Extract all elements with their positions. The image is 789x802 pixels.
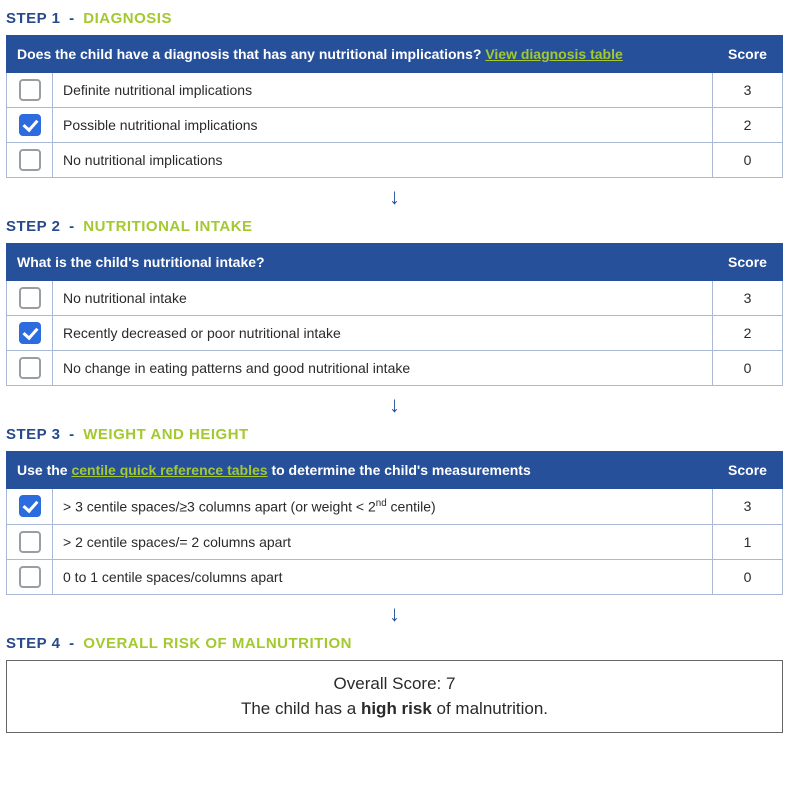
risk-level: high risk [361,699,432,718]
overall-score-value: 7 [446,674,455,693]
score-header: Score [713,244,783,281]
question-header: Use the centile quick reference tables t… [7,452,713,489]
score-value: 3 [713,281,783,316]
checkbox-cell [7,143,53,178]
score-header: Score [713,452,783,489]
score-value: 0 [713,143,783,178]
step-title: DIAGNOSIS [83,10,172,27]
table-row: 0 to 1 centile spaces/columns apart0 [7,559,783,594]
score-value: 1 [713,524,783,559]
checkbox-cell [7,524,53,559]
score-value: 0 [713,351,783,386]
step-title: WEIGHT AND HEIGHT [83,426,248,443]
option-label: No change in eating patterns and good nu… [53,351,713,386]
checkbox[interactable] [19,357,41,379]
checkbox-cell [7,316,53,351]
checkbox-cell [7,73,53,108]
table-row: No nutritional intake3 [7,281,783,316]
step-heading: STEP 2 - NUTRITIONAL INTAKE [6,218,783,235]
risk-pre: The child has a [241,699,361,718]
down-arrow-icon: ↓ [6,603,783,625]
option-label: Definite nutritional implications [53,73,713,108]
separator: - [64,10,79,27]
overall-score-label: Overall Score: [334,674,446,693]
score-value: 2 [713,108,783,143]
checkbox[interactable] [19,566,41,588]
step-number: STEP 2 [6,218,60,235]
checkbox[interactable] [19,322,41,344]
checkbox[interactable] [19,495,41,517]
table-row: No nutritional implications0 [7,143,783,178]
option-label: 0 to 1 centile spaces/columns apart [53,559,713,594]
question-text: What is the child's nutritional intake? [17,254,265,270]
question-header: Does the child have a diagnosis that has… [7,36,713,73]
checkbox[interactable] [19,79,41,101]
step-heading: STEP 3 - WEIGHT AND HEIGHT [6,426,783,443]
question-text-post: to determine the child's measurements [268,462,531,478]
checkbox-cell [7,351,53,386]
option-label: Recently decreased or poor nutritional i… [53,316,713,351]
overall-score-line: Overall Score: 7 [15,671,774,697]
step-table: What is the child's nutritional intake? S… [6,243,783,386]
checkbox[interactable] [19,287,41,309]
checkbox-cell [7,108,53,143]
table-row: Recently decreased or poor nutritional i… [7,316,783,351]
step-title: NUTRITIONAL INTAKE [83,218,252,235]
separator: - [64,218,79,235]
step-heading: STEP 4 - OVERALL RISK OF MALNUTRITION [6,635,783,652]
score-value: 3 [713,489,783,525]
risk-post: of malnutrition. [432,699,548,718]
step-number: STEP 1 [6,10,60,27]
option-label: Possible nutritional implications [53,108,713,143]
table-row: > 3 centile spaces/≥3 columns apart (or … [7,489,783,525]
step-title: OVERALL RISK OF MALNUTRITION [83,635,352,652]
checkbox[interactable] [19,114,41,136]
score-value: 2 [713,316,783,351]
step-heading: STEP 1 - DIAGNOSIS [6,10,783,27]
separator: - [64,426,79,443]
separator: - [64,635,79,652]
option-label: > 3 centile spaces/≥3 columns apart (or … [53,489,713,525]
checkbox-cell [7,559,53,594]
option-label: > 2 centile spaces/= 2 columns apart [53,524,713,559]
question-header: What is the child's nutritional intake? [7,244,713,281]
checkbox[interactable] [19,149,41,171]
step-number: STEP 4 [6,635,60,652]
risk-line: The child has a high risk of malnutritio… [15,696,774,722]
table-row: Definite nutritional implications3 [7,73,783,108]
option-label: No nutritional implications [53,143,713,178]
down-arrow-icon: ↓ [6,394,783,416]
down-arrow-icon: ↓ [6,186,783,208]
question-link[interactable]: View diagnosis table [485,46,622,62]
checkbox-cell [7,281,53,316]
table-row: > 2 centile spaces/= 2 columns apart1 [7,524,783,559]
question-link[interactable]: centile quick reference tables [71,462,267,478]
overall-result-box: Overall Score: 7The child has a high ris… [6,660,783,733]
checkbox-cell [7,489,53,525]
question-text: Use the [17,462,71,478]
table-row: Possible nutritional implications2 [7,108,783,143]
option-label: No nutritional intake [53,281,713,316]
table-row: No change in eating patterns and good nu… [7,351,783,386]
checkbox[interactable] [19,531,41,553]
score-value: 0 [713,559,783,594]
score-value: 3 [713,73,783,108]
step-number: STEP 3 [6,426,60,443]
question-text: Does the child have a diagnosis that has… [17,46,485,62]
step-table: Does the child have a diagnosis that has… [6,35,783,178]
score-header: Score [713,36,783,73]
step-table: Use the centile quick reference tables t… [6,451,783,595]
